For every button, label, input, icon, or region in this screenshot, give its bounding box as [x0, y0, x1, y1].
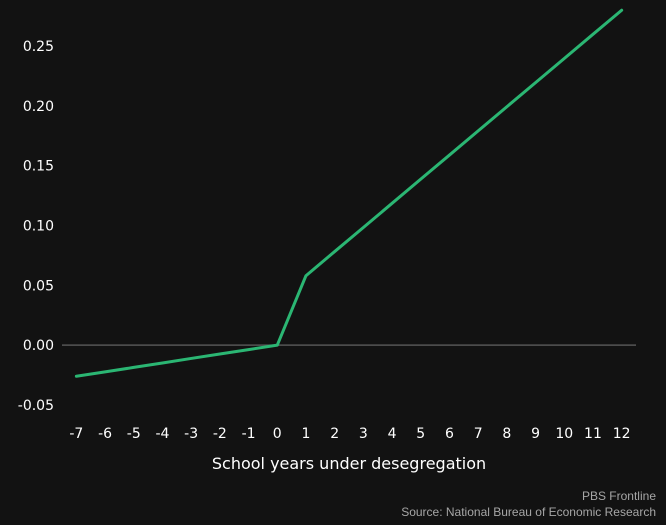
x-tick-label: 7 [474, 426, 483, 442]
x-tick-label: -2 [213, 426, 227, 442]
x-tick-label: 0 [273, 426, 282, 442]
x-tick-label: -6 [98, 426, 112, 442]
y-axis-ticks: -0.05 0.00 0.05 0.10 0.15 0.20 0.25 [18, 39, 54, 414]
x-tick-label: 2 [330, 426, 339, 442]
credit-source: Source: National Bureau of Economic Rese… [401, 505, 656, 519]
credit-publisher: PBS Frontline [581, 489, 656, 503]
y-tick-label: -0.05 [18, 398, 54, 414]
y-tick-label: 0.00 [23, 338, 54, 354]
x-tick-label: 9 [531, 426, 540, 442]
y-tick-label: 0.05 [23, 278, 54, 294]
x-tick-label: 6 [445, 426, 454, 442]
x-tick-label: 4 [388, 426, 397, 442]
x-tick-label: 8 [502, 426, 511, 442]
y-tick-label: 0.10 [23, 218, 54, 234]
y-tick-label: 0.15 [23, 159, 54, 175]
y-tick-label: 0.20 [23, 99, 54, 115]
x-tick-label: 12 [613, 426, 631, 442]
x-tick-label: 3 [359, 426, 368, 442]
x-tick-label: 1 [301, 426, 310, 442]
series-line [74, 8, 624, 378]
x-axis-label: School years under desegregation [212, 454, 486, 473]
x-tick-label: 5 [416, 426, 425, 442]
x-tick-label: -4 [155, 426, 169, 442]
x-tick-label: -7 [69, 426, 83, 442]
x-tick-label: -1 [242, 426, 256, 442]
y-tick-label: 0.25 [23, 39, 54, 55]
series-group [74, 8, 624, 378]
x-tick-label: 11 [584, 426, 602, 442]
x-tick-label: -5 [127, 426, 141, 442]
x-tick-label: -3 [184, 426, 198, 442]
x-tick-label: 10 [555, 426, 573, 442]
x-axis-ticks: -7 -6 -5 -4 -3 -2 -1 0 1 2 3 4 5 6 7 8 9 10 11 12 [69, 426, 630, 442]
